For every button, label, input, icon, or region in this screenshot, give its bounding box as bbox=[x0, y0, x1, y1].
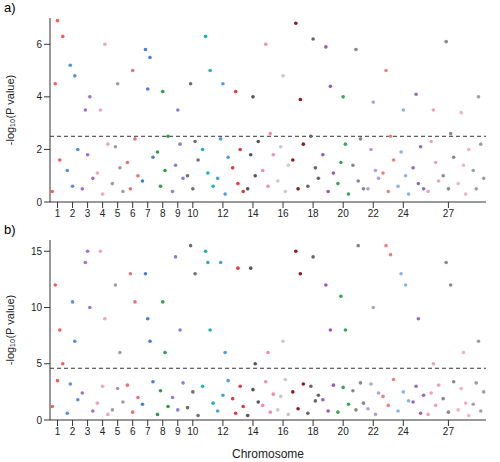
svg-text:10: 10 bbox=[31, 302, 43, 313]
svg-text:Chromosome: Chromosome bbox=[232, 447, 304, 461]
svg-text:27: 27 bbox=[443, 426, 455, 437]
svg-text:27: 27 bbox=[443, 208, 455, 219]
svg-text:2: 2 bbox=[70, 208, 76, 219]
svg-text:6: 6 bbox=[130, 208, 136, 219]
svg-text:5: 5 bbox=[36, 358, 42, 369]
svg-text:5: 5 bbox=[115, 426, 121, 437]
svg-text:12: 12 bbox=[217, 426, 229, 437]
svg-text:5: 5 bbox=[115, 208, 121, 219]
svg-text:10: 10 bbox=[187, 426, 199, 437]
svg-text:8: 8 bbox=[160, 208, 166, 219]
svg-text:12: 12 bbox=[217, 208, 229, 219]
svg-text:24: 24 bbox=[398, 426, 410, 437]
svg-text:4: 4 bbox=[100, 426, 106, 437]
svg-text:1: 1 bbox=[55, 426, 61, 437]
svg-text:7: 7 bbox=[145, 426, 151, 437]
svg-text:14: 14 bbox=[247, 426, 259, 437]
svg-text:14: 14 bbox=[247, 208, 259, 219]
svg-text:24: 24 bbox=[398, 208, 410, 219]
svg-text:3: 3 bbox=[85, 208, 91, 219]
html-text:b): b) bbox=[4, 222, 16, 237]
svg-text:22: 22 bbox=[368, 208, 380, 219]
svg-text:2: 2 bbox=[70, 426, 76, 437]
svg-text:2: 2 bbox=[36, 144, 42, 155]
svg-text:22: 22 bbox=[368, 426, 380, 437]
svg-text:1: 1 bbox=[55, 208, 61, 219]
svg-text:4: 4 bbox=[100, 208, 106, 219]
svg-text:9: 9 bbox=[175, 426, 181, 437]
svg-text:8: 8 bbox=[160, 426, 166, 437]
svg-text:10: 10 bbox=[187, 208, 199, 219]
svg-text:0: 0 bbox=[36, 415, 42, 426]
svg-text:16: 16 bbox=[277, 426, 289, 437]
svg-text:-log₁₀(P value): -log₁₀(P value) bbox=[8, 75, 16, 145]
svg-text:6: 6 bbox=[36, 39, 42, 50]
svg-text:15: 15 bbox=[31, 246, 43, 257]
svg-text:7: 7 bbox=[145, 208, 151, 219]
svg-text:6: 6 bbox=[130, 426, 136, 437]
svg-text:-log₁₀(P value): -log₁₀(P value) bbox=[8, 295, 16, 365]
html-text:a): a) bbox=[4, 0, 16, 15]
svg-text:20: 20 bbox=[338, 426, 350, 437]
svg-text:3: 3 bbox=[85, 426, 91, 437]
svg-text:16: 16 bbox=[277, 208, 289, 219]
svg-text:20: 20 bbox=[338, 208, 350, 219]
svg-text:0: 0 bbox=[36, 197, 42, 208]
svg-text:4: 4 bbox=[36, 91, 42, 102]
svg-text:9: 9 bbox=[175, 208, 181, 219]
svg-text:18: 18 bbox=[308, 426, 320, 437]
svg-text:18: 18 bbox=[308, 208, 320, 219]
